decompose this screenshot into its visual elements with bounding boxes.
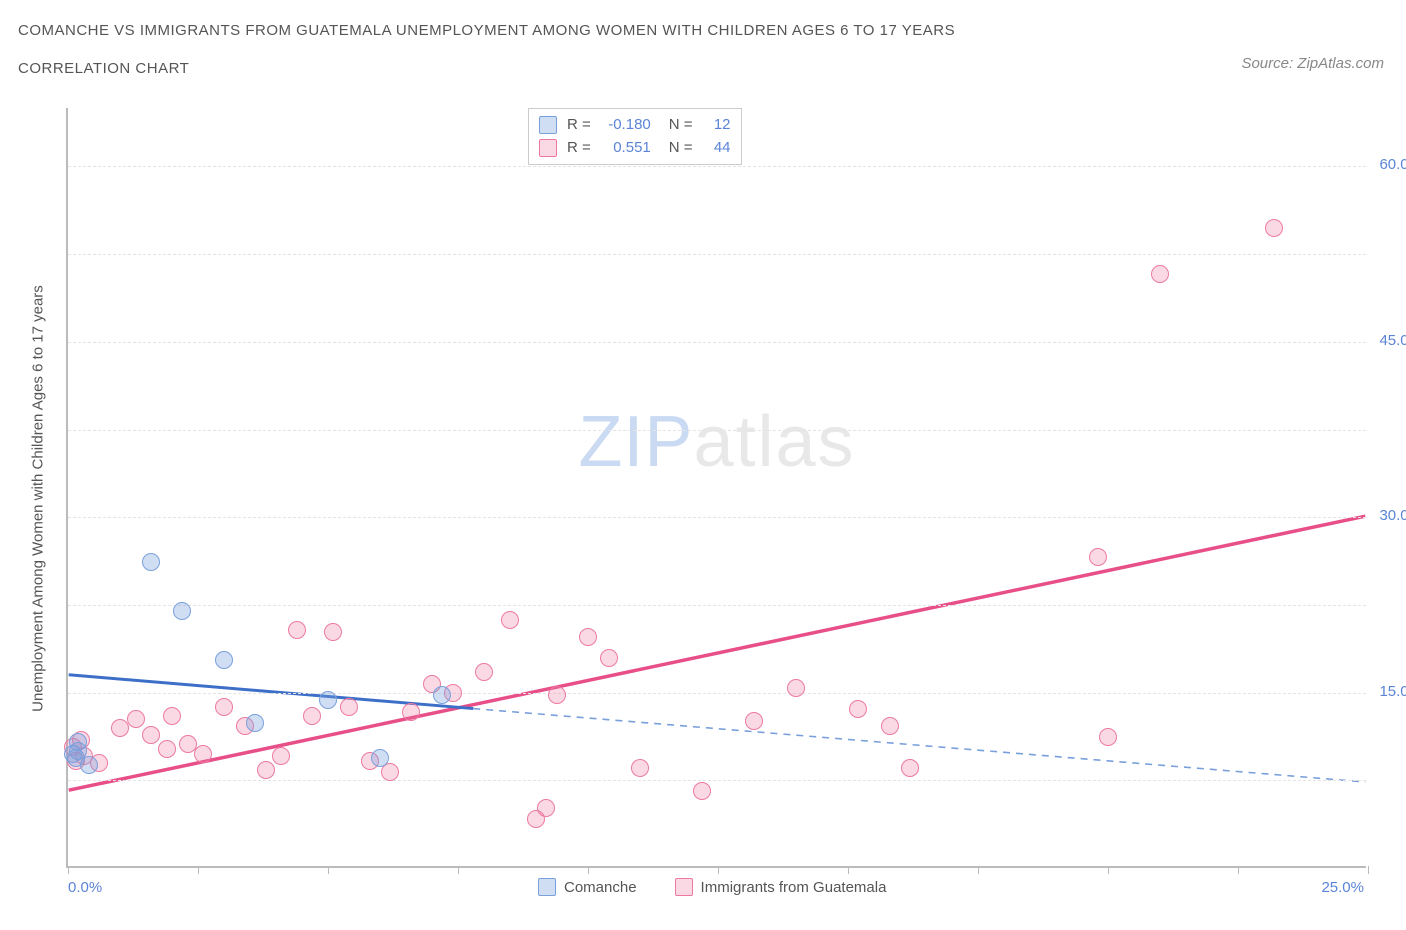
point-guatemala (1099, 728, 1117, 746)
x-tick-label: 25.0% (1321, 879, 1364, 896)
gridline (68, 780, 1366, 781)
stat-n-value-comanche: 12 (701, 114, 731, 137)
point-guatemala (548, 686, 566, 704)
point-guatemala (881, 717, 899, 735)
legend-item-comanche: Comanche (538, 878, 637, 896)
point-guatemala (849, 700, 867, 718)
x-tick (1368, 866, 1369, 874)
legend-item-guatemala: Immigrants from Guatemala (675, 878, 887, 896)
trend-line (69, 516, 1366, 790)
stat-r-label: R = (567, 137, 591, 160)
point-comanche (246, 714, 264, 732)
swatch-comanche-icon (538, 878, 556, 896)
y-tick-label: 60.0% (1379, 156, 1406, 173)
point-guatemala (215, 698, 233, 716)
x-tick (978, 866, 979, 874)
x-tick (458, 866, 459, 874)
point-guatemala (288, 621, 306, 639)
swatch-guatemala-icon (539, 139, 557, 157)
stat-r-label: R = (567, 114, 591, 137)
x-tick (68, 866, 69, 874)
x-tick-label: 0.0% (68, 879, 102, 896)
legend-stats-row-comanche: R = -0.180 N = 12 (539, 114, 731, 137)
point-guatemala (194, 745, 212, 763)
point-guatemala (501, 611, 519, 629)
stat-n-value-guatemala: 44 (701, 137, 731, 160)
gridline (68, 430, 1366, 431)
y-tick-label: 30.0% (1379, 507, 1406, 524)
stat-r-value-guatemala: 0.551 (599, 137, 651, 160)
point-guatemala (600, 649, 618, 667)
chart-area: Unemployment Among Women with Children A… (18, 90, 1388, 910)
gridline (68, 166, 1366, 167)
point-guatemala (402, 703, 420, 721)
swatch-comanche-icon (539, 116, 557, 134)
x-tick (198, 866, 199, 874)
point-guatemala (127, 710, 145, 728)
point-comanche (433, 686, 451, 704)
y-axis-label: Unemployment Among Women with Children A… (30, 179, 47, 819)
point-guatemala (303, 707, 321, 725)
point-guatemala (787, 679, 805, 697)
x-tick (848, 866, 849, 874)
gridline (68, 605, 1366, 606)
point-guatemala (537, 799, 555, 817)
point-guatemala (1151, 265, 1169, 283)
plot-region: ZIPatlas R = -0.180 N = 12 R = 0.551 N =… (66, 108, 1366, 868)
point-guatemala (163, 707, 181, 725)
x-tick (328, 866, 329, 874)
stat-r-value-comanche: -0.180 (599, 114, 651, 137)
chart-container: COMANCHE VS IMMIGRANTS FROM GUATEMALA UN… (0, 0, 1406, 930)
legend-stats-row-guatemala: R = 0.551 N = 44 (539, 137, 731, 160)
trend-lines-layer (68, 108, 1366, 866)
trend-line (473, 709, 1365, 782)
watermark-zip: ZIP (578, 402, 693, 482)
stat-n-label: N = (669, 114, 693, 137)
x-tick (1238, 866, 1239, 874)
point-comanche (80, 756, 98, 774)
source-attribution: Source: ZipAtlas.com (1241, 55, 1384, 72)
legend-label-guatemala: Immigrants from Guatemala (701, 879, 887, 896)
point-guatemala (158, 740, 176, 758)
x-tick (588, 866, 589, 874)
point-guatemala (693, 782, 711, 800)
gridline (68, 254, 1366, 255)
point-guatemala (901, 759, 919, 777)
gridline (68, 517, 1366, 518)
point-guatemala (579, 628, 597, 646)
watermark-atlas: atlas (693, 402, 855, 482)
point-guatemala (1265, 219, 1283, 237)
x-tick (718, 866, 719, 874)
point-guatemala (745, 712, 763, 730)
point-guatemala (1089, 548, 1107, 566)
y-tick-label: 15.0% (1379, 683, 1406, 700)
point-comanche (215, 651, 233, 669)
point-guatemala (340, 698, 358, 716)
legend-stats: R = -0.180 N = 12 R = 0.551 N = 44 (528, 108, 742, 165)
gridline (68, 342, 1366, 343)
legend-series: Comanche Immigrants from Guatemala (538, 878, 886, 896)
point-guatemala (142, 726, 160, 744)
point-comanche (173, 602, 191, 620)
watermark: ZIPatlas (578, 401, 855, 483)
gridline (68, 693, 1366, 694)
legend-label-comanche: Comanche (564, 879, 637, 896)
point-guatemala (272, 747, 290, 765)
point-guatemala (475, 663, 493, 681)
chart-subtitle: CORRELATION CHART (18, 60, 189, 77)
x-tick (1108, 866, 1109, 874)
chart-title: COMANCHE VS IMMIGRANTS FROM GUATEMALA UN… (18, 22, 955, 39)
point-comanche (69, 733, 87, 751)
swatch-guatemala-icon (675, 878, 693, 896)
point-guatemala (631, 759, 649, 777)
point-guatemala (257, 761, 275, 779)
stat-n-label: N = (669, 137, 693, 160)
point-comanche (319, 691, 337, 709)
y-tick-label: 45.0% (1379, 332, 1406, 349)
point-guatemala (324, 623, 342, 641)
point-comanche (371, 749, 389, 767)
point-comanche (142, 553, 160, 571)
